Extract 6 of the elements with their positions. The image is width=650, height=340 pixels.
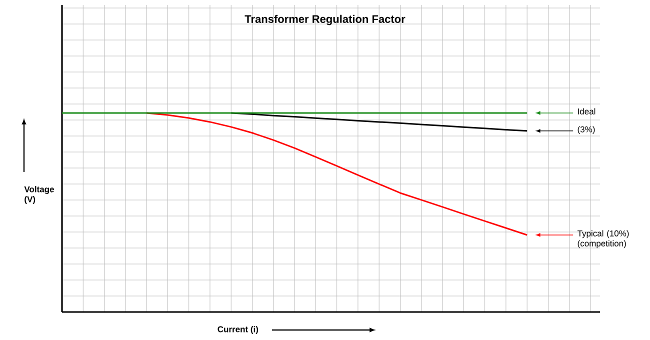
x-axis-title: Current (i)	[218, 326, 258, 334]
chart-title: Transformer Regulation Factor	[244, 14, 406, 26]
legend-label: Ideal	[578, 108, 596, 114]
legend-label: (3%)	[578, 126, 595, 134]
y-axis-title: Voltage (V)	[24, 186, 54, 204]
legend-label: Typical (10%) (competition)	[577, 230, 629, 248]
